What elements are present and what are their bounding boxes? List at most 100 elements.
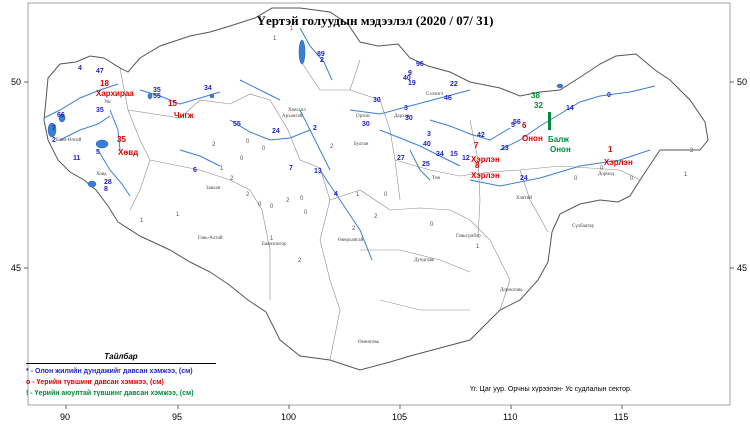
marker-red: Хэрлэн — [471, 155, 500, 164]
marker-blue: 13 — [314, 168, 322, 175]
legend-text: - Үерийн түвшинг давсан хэмжээ, (см) — [32, 379, 164, 386]
lon-tick: 105 — [392, 412, 408, 422]
marker-blue: 30 — [362, 121, 370, 128]
marker-blue: 24 — [272, 128, 280, 135]
aimag-label: Өмнөговь — [358, 340, 380, 345]
marker-blue: 24 — [520, 175, 528, 182]
svg-text:2: 2 — [246, 192, 250, 198]
svg-text:2: 2 — [212, 142, 216, 148]
marker-red: Чигж — [174, 111, 194, 120]
marker-blue: 5 — [96, 149, 100, 156]
svg-text:0: 0 — [258, 202, 262, 208]
marker-red: 35 — [117, 135, 126, 144]
aimag-label: Төв — [432, 176, 440, 181]
marker-red: Хэрлэн — [471, 171, 500, 180]
marker-red: Хархираа — [96, 89, 134, 98]
red-markers: 18 Хархираа 35 Хөвд 15 Чигж 7 Хэрлэн 8 Х… — [96, 79, 633, 180]
marker-blue: 14 — [566, 105, 574, 112]
svg-text:1: 1 — [684, 172, 688, 178]
svg-text:1: 1 — [270, 236, 274, 242]
lat-tick: 45 — [737, 263, 748, 273]
svg-text:2: 2 — [352, 226, 356, 232]
lakes — [47, 39, 564, 188]
svg-text:0: 0 — [600, 166, 604, 172]
legend-symbol: ! — [26, 390, 29, 397]
svg-text:0: 0 — [304, 210, 308, 216]
svg-text:2: 2 — [330, 144, 334, 150]
blue-markers: 4 47 35 66 7 2 11 5 28 8 55 35 34 6 55 2… — [52, 51, 611, 198]
marker-blue: 34 — [436, 151, 444, 158]
svg-text:1: 1 — [476, 244, 480, 250]
map-title: Үертэй голуудын мэдээлэл (2020 / 07/ 31) — [256, 13, 494, 28]
legend-symbol: * — [26, 368, 29, 375]
marker-blue: 19 — [408, 80, 416, 87]
marker-green: 38 — [531, 91, 540, 100]
marker-blue: 5 — [511, 122, 515, 129]
aimag-label: Орхон — [356, 114, 370, 119]
map-frame — [27, 2, 731, 406]
marker-blue: 23 — [501, 145, 509, 152]
legend: Тайлбар * - Олон жилийн дундажийг давсан… — [26, 352, 216, 397]
marker-green: Балж — [548, 135, 569, 144]
svg-text:2: 2 — [298, 258, 302, 264]
marker-blue: 66 — [57, 112, 65, 119]
svg-text:2: 2 — [374, 214, 378, 220]
marker-blue: 22 — [450, 81, 458, 88]
lat-tick: 50 — [737, 77, 748, 87]
lon-tick: 90 — [60, 412, 71, 422]
other-station-values: 112 022 0 02 001 211 2 00 101 012 100 022 — [140, 26, 694, 264]
marker-blue: 89 — [317, 51, 325, 58]
marker-red: Хөвд — [118, 148, 138, 157]
legend-title: Тайлбар — [26, 352, 216, 364]
legend-item-average: * - Олон жилийн дундажийг давсан хэмжээ,… — [26, 368, 216, 375]
marker-blue: 30 — [373, 97, 381, 104]
marker-blue: 55 — [153, 93, 161, 100]
svg-text:0: 0 — [270, 204, 274, 210]
marker-blue: 56 — [513, 119, 521, 126]
lat-tick: 45 — [11, 263, 22, 273]
aimag-label: Хөвсгөл — [288, 108, 306, 113]
marker-blue: 47 — [96, 68, 104, 75]
aimag-label: Говь-Алтай — [198, 236, 223, 241]
aimag-label: Говьсүмбэр — [456, 234, 481, 239]
marker-blue: 7 — [52, 125, 56, 132]
lat-tick: 50 — [11, 77, 22, 87]
lon-tick: 115 — [614, 412, 629, 422]
marker-blue: 7 — [289, 165, 293, 172]
aimag-label: Өвөрхангай — [338, 238, 364, 243]
marker-blue: 25 — [422, 161, 430, 168]
marker-red: 15 — [168, 99, 177, 108]
aimag-label: Дорнод — [598, 172, 614, 177]
aimag-label: Завхан — [206, 186, 221, 191]
aimag-borders — [119, 59, 641, 361]
marker-red: 18 — [100, 79, 109, 88]
lon-tick: 95 — [172, 412, 183, 422]
marker-blue: 4 — [334, 191, 338, 198]
marker-blue: 2 — [52, 137, 56, 144]
marker-blue: 28 — [104, 179, 112, 186]
aimag-label: Дорноговь — [500, 288, 523, 293]
marker-blue: 0 — [607, 92, 611, 99]
marker-blue: 46 — [444, 95, 452, 102]
svg-text:0: 0 — [300, 196, 304, 202]
lon-tick: 110 — [503, 412, 518, 422]
svg-text:0: 0 — [630, 176, 634, 182]
marker-blue: 4 — [78, 65, 82, 72]
legend-text: - Олон жилийн дундажийг давсан хэмжээ, (… — [30, 368, 193, 375]
marker-red: 8 — [475, 161, 480, 170]
source-note: Үг. Цаг уур. Орчны хүрээлэн- Ус судлалын… — [470, 386, 632, 393]
marker-blue: 96 — [416, 61, 424, 68]
aimag-label: Сэлэнгэ — [426, 92, 443, 97]
axis-ticks — [24, 81, 734, 409]
legend-item-flood: о - Үерийн түвшинг давсан хэмжээ, (см) — [26, 379, 216, 386]
marker-blue: 12 — [462, 155, 470, 162]
green-bar — [548, 112, 551, 130]
svg-text:1: 1 — [140, 218, 144, 224]
country-border — [43, 7, 709, 371]
legend-item-danger: ! - Үерийн аюултай түвшинг давсан хэмжээ… — [26, 390, 216, 397]
marker-blue: 30 — [405, 115, 413, 122]
aimag-label: Архангай — [282, 114, 303, 119]
marker-blue: 40 — [423, 141, 431, 148]
svg-text:2: 2 — [690, 148, 694, 154]
marker-blue: 2 — [313, 125, 317, 132]
